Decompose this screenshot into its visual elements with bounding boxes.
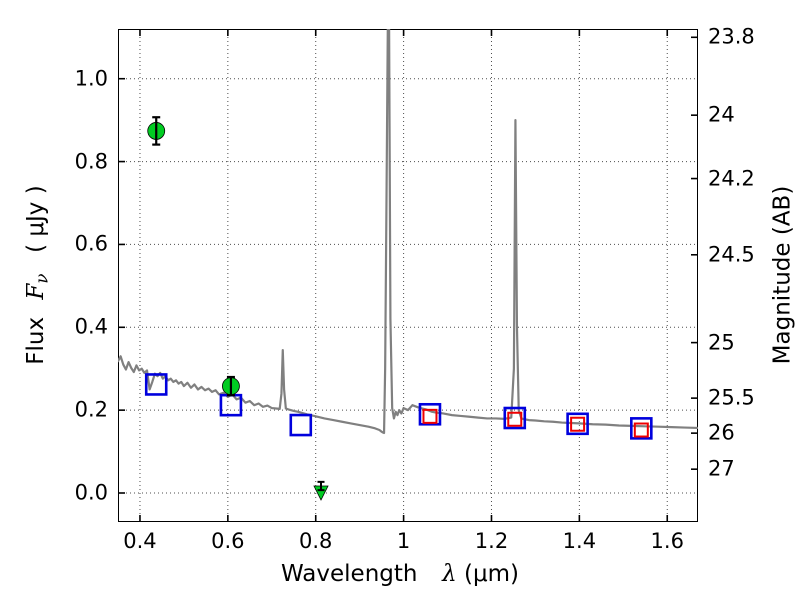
y-axis-left-tick-label: 1.0 [74, 66, 108, 91]
y-axis-left-tick-label: 0.0 [74, 480, 108, 505]
y-axis-right-tick-label: 23.8 [708, 24, 755, 49]
y-axis-left-symbol: F [23, 283, 50, 300]
y-axis-right-tick-label: 26 [708, 420, 735, 445]
y-axis-left-prefix: Flux [23, 316, 50, 365]
y-axis-left-tick-label: 0.4 [74, 314, 108, 339]
x-axis-tick-label: 0.6 [211, 529, 245, 553]
x-axis-title: Wavelength λ (μm) [281, 563, 519, 586]
y-axis-right-title: Magnitude (AB) [769, 185, 796, 365]
y-axis-right-tick-label: 27 [708, 456, 735, 481]
x-axis-symbol: λ [442, 561, 457, 587]
y-axis-right-tick-label: 24 [708, 102, 735, 127]
y-axis-left-tick-label: 0.6 [74, 231, 108, 256]
y-axis-left-title: Flux Fν ( μJy ) [23, 185, 52, 365]
x-axis-title-text: Wavelength [281, 561, 418, 587]
x-axis-tick-label: 1.2 [474, 529, 509, 553]
x-axis-tick-label: 0.8 [299, 529, 333, 553]
y-axis-right-tick-label: 25 [708, 330, 735, 355]
y-axis-left-tick-label: 0.2 [74, 397, 108, 422]
y-axis-left-subscript: ν [32, 273, 52, 284]
x-axis-tick-label: 1 [396, 529, 411, 553]
y-axis-right-tick-label: 25.5 [708, 385, 755, 410]
x-axis-unit: (μm) [463, 561, 519, 587]
x-axis-tick-label: 0.4 [123, 529, 157, 553]
y-axis-left-unit: ( μJy ) [23, 185, 50, 253]
y-axis-right-tick-label: 24.5 [708, 242, 755, 267]
x-axis-tick-label: 1.4 [562, 529, 597, 553]
plot-axes-area [118, 29, 698, 522]
x-axis-tick-label: 1.6 [650, 529, 684, 553]
y-axis-left-tick-label: 0.8 [74, 149, 108, 174]
y-axis-right-tick-label: 24.2 [708, 166, 755, 191]
